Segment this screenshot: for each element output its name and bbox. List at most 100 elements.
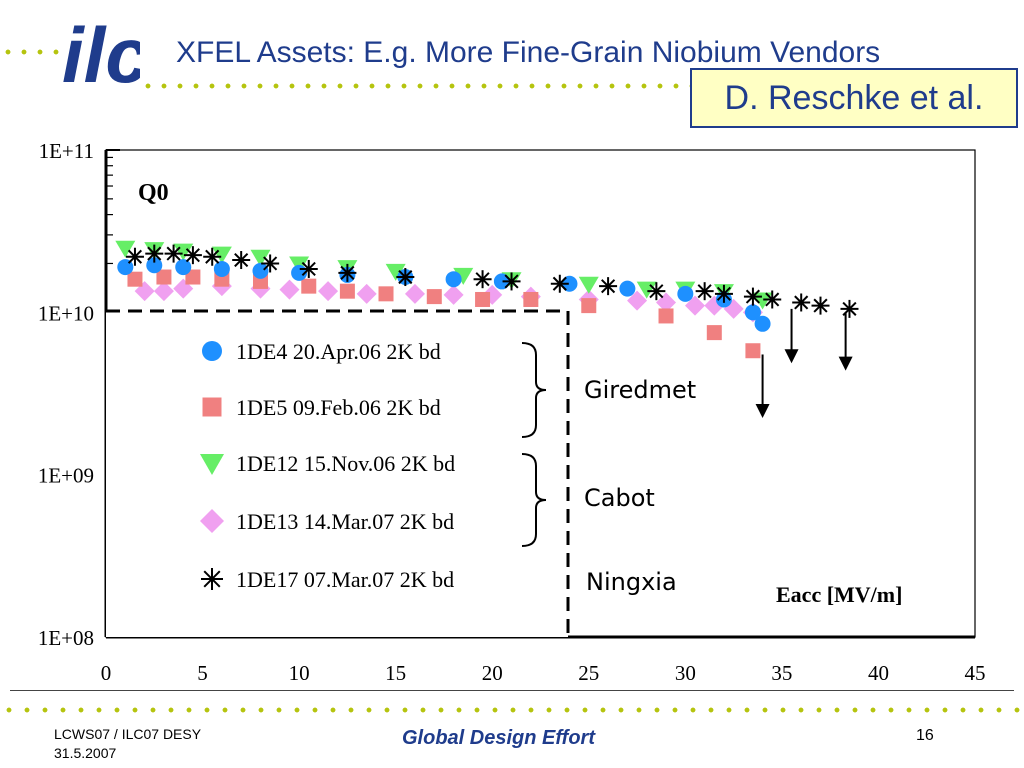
footer-conference-date: 31.5.2007 [54, 745, 117, 761]
data-point-asterisk [232, 251, 251, 270]
data-point-square [301, 278, 317, 294]
data-point-square [378, 286, 394, 302]
data-point-square [745, 343, 761, 359]
data-point-circle [146, 257, 163, 274]
data-point-circle [744, 304, 761, 321]
data-point-asterisk [695, 282, 714, 301]
asterisk-stroke [147, 246, 162, 261]
data-point-triangle [578, 276, 599, 294]
legend-marker-asterisk [201, 568, 223, 590]
footer-conference: LCWS07 / ILC07 DESY 31.5.2007 [54, 725, 201, 763]
data-point-diamond [684, 295, 705, 316]
data-point-asterisk [647, 282, 666, 301]
asterisk-stroke [649, 284, 664, 299]
page-number: 16 [916, 727, 934, 744]
decorative-dots-top-left [0, 48, 60, 56]
data-point-circle [445, 271, 462, 288]
legend-marker-triangle [200, 454, 224, 475]
data-point-square [581, 298, 597, 314]
data-point-asterisk [599, 277, 618, 296]
data-point-circle [561, 275, 578, 292]
data-point-circle [213, 260, 230, 277]
x-tick-label: 15 [385, 661, 406, 685]
decorative-dots-top [140, 82, 690, 90]
quench-arrow-head [755, 403, 770, 418]
logo-text: ilc [62, 12, 140, 92]
decorative-dots-bottom [0, 706, 1024, 714]
asterisk-stroke [185, 248, 200, 263]
asterisk-stroke [301, 261, 316, 277]
data-point-triangle [250, 249, 271, 267]
legend-border-dashed [106, 309, 570, 637]
asterisk-stroke [127, 249, 143, 264]
footer-gde: Global Design Effort [402, 727, 595, 749]
data-point-asterisk [396, 268, 415, 287]
asterisk-stroke [340, 265, 355, 280]
asterisk-stroke [765, 292, 780, 307]
x-tick-label: 30 [675, 661, 696, 685]
data-point-asterisk [183, 246, 202, 265]
data-point-circle [493, 273, 510, 290]
vendor-brace [521, 453, 547, 547]
asterisk-stroke [203, 570, 221, 588]
data-point-square [127, 271, 143, 287]
data-point-asterisk [338, 263, 357, 282]
x-axis-title: Eacc [MV/m] [776, 582, 902, 607]
asterisk-stroke [716, 286, 732, 301]
data-point-circle [754, 315, 771, 332]
quench-arrow-head [838, 356, 853, 371]
x-tick-label: 20 [482, 661, 503, 685]
asterisk-stroke [504, 274, 519, 289]
data-point-asterisk [792, 293, 811, 312]
y-tick-label: 1E+08 [38, 626, 94, 650]
data-point-square [658, 308, 674, 324]
x-tick-label: 40 [868, 661, 889, 685]
data-point-circle [677, 285, 694, 302]
footer-divider [10, 690, 1014, 691]
asterisk-stroke [794, 295, 809, 310]
asterisk-stroke [601, 279, 616, 294]
data-point-asterisk [811, 296, 830, 315]
y-axis-title: Q0 [138, 180, 169, 206]
data-point-asterisk [840, 299, 859, 318]
vendor-label: Cabot [584, 484, 655, 512]
data-point-square [706, 325, 722, 341]
data-point-square [475, 291, 491, 307]
asterisk-stroke [697, 284, 712, 299]
x-tick-label: 45 [965, 661, 986, 685]
quench-arrow-head [784, 349, 799, 364]
x-tick-label: 10 [289, 661, 310, 685]
y-tick-label: 1E+09 [38, 464, 94, 488]
x-tick-label: 35 [771, 661, 792, 685]
asterisk-stroke [205, 249, 220, 264]
data-point-asterisk [473, 270, 492, 289]
data-point-asterisk [125, 247, 144, 266]
data-point-asterisk [145, 244, 164, 263]
asterisk-stroke [398, 269, 413, 285]
data-point-diamond [153, 281, 174, 302]
data-point-diamond [443, 284, 464, 305]
data-point-asterisk [714, 284, 733, 303]
asterisk-stroke [166, 246, 181, 261]
vendor-label: Ningxia [586, 568, 677, 596]
asterisk-stroke [475, 272, 490, 287]
data-point-asterisk [261, 254, 280, 273]
data-point-circle [252, 262, 269, 279]
data-point-asterisk [763, 290, 782, 309]
legend-marker-square [202, 397, 222, 417]
data-point-triangle [453, 267, 474, 285]
data-point-square [339, 283, 355, 299]
data-point-triangle [115, 240, 136, 258]
legend-label: 1DE13 14.Mar.07 2K bd [236, 509, 454, 534]
asterisk-stroke [813, 298, 828, 313]
asterisk-stroke [552, 276, 567, 291]
data-point-circle [175, 259, 192, 276]
legend-marker-circle [202, 341, 222, 361]
ilc-logo: ilc [62, 12, 140, 92]
legend-marker-diamond [200, 509, 224, 533]
legend-background [106, 311, 568, 637]
data-point-diamond [404, 283, 425, 304]
data-point-asterisk [299, 259, 318, 278]
data-point-diamond [656, 292, 677, 313]
data-point-circle [619, 280, 636, 297]
